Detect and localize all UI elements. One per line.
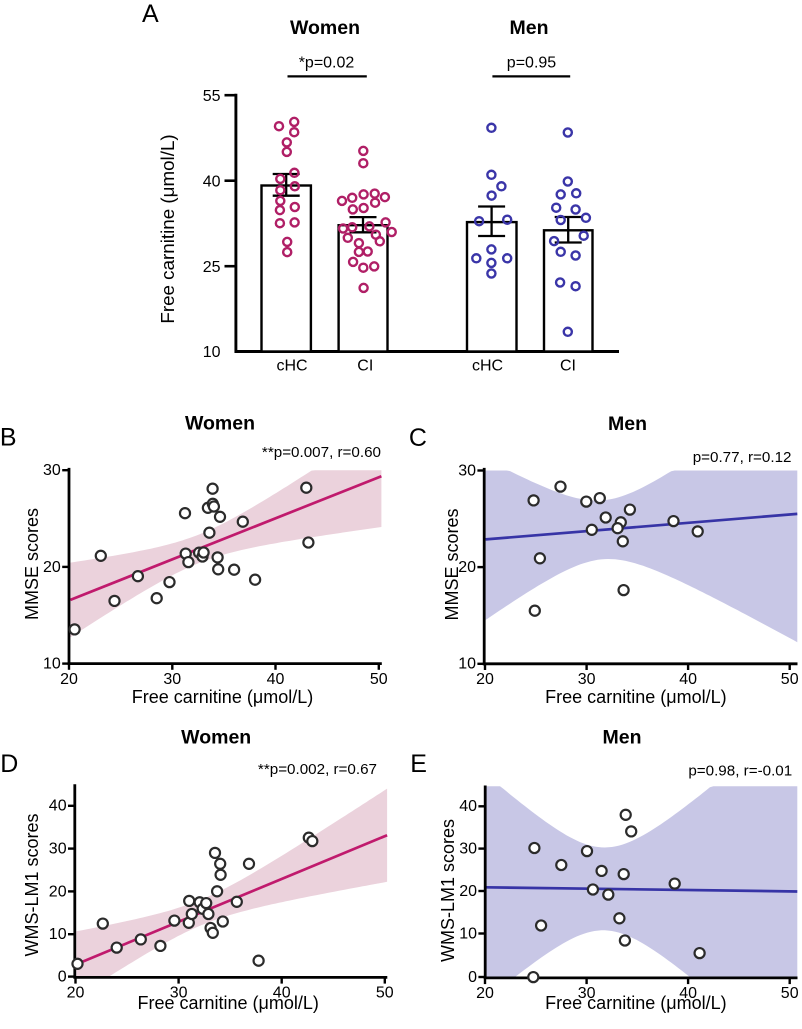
svg-text:Women: Women: [185, 412, 255, 434]
svg-text:20: 20: [458, 559, 476, 576]
svg-text:50: 50: [781, 671, 799, 688]
svg-text:40: 40: [679, 985, 697, 1002]
svg-text:cHC: cHC: [472, 358, 503, 375]
svg-text:40: 40: [49, 798, 67, 815]
svg-text:B: B: [0, 424, 16, 452]
svg-text:0: 0: [468, 969, 477, 986]
svg-text:40: 40: [459, 798, 477, 815]
svg-text:MMSE scores: MMSE scores: [442, 508, 462, 620]
svg-text:**p=0.002, r=0.67: **p=0.002, r=0.67: [258, 761, 377, 778]
svg-text:*p=0.02: *p=0.02: [299, 55, 355, 72]
svg-text:Women: Women: [181, 727, 251, 749]
svg-text:10: 10: [459, 925, 477, 942]
svg-text:25: 25: [203, 259, 221, 276]
svg-text:30: 30: [578, 985, 596, 1002]
svg-text:Men: Men: [510, 17, 549, 39]
svg-text:C: C: [409, 424, 427, 452]
svg-text:MMSE scores: MMSE scores: [22, 508, 42, 620]
svg-text:Free carnitine (μmol/L): Free carnitine (μmol/L): [545, 993, 726, 1013]
svg-text:0: 0: [58, 969, 67, 986]
svg-text:CI: CI: [560, 358, 576, 375]
svg-text:p=0.98, r=-0.01: p=0.98, r=-0.01: [688, 763, 792, 780]
svg-text:Free carnitine (μmol/L): Free carnitine (μmol/L): [545, 687, 726, 707]
svg-text:WMS-LM1 scores: WMS-LM1 scores: [438, 819, 458, 962]
svg-text:30: 30: [170, 985, 188, 1002]
svg-text:A: A: [142, 0, 159, 28]
svg-text:p=0.95: p=0.95: [507, 55, 556, 72]
svg-text:20: 20: [60, 671, 78, 688]
svg-text:40: 40: [203, 173, 221, 190]
svg-text:20: 20: [67, 985, 85, 1002]
svg-text:30: 30: [43, 462, 61, 479]
svg-text:10: 10: [203, 344, 221, 361]
svg-text:50: 50: [370, 671, 388, 688]
svg-text:50: 50: [781, 985, 799, 1002]
svg-text:Women: Women: [290, 17, 360, 39]
svg-text:10: 10: [49, 926, 67, 943]
svg-text:E: E: [410, 750, 427, 778]
svg-text:30: 30: [163, 671, 181, 688]
svg-text:Men: Men: [603, 727, 642, 749]
svg-text:40: 40: [267, 671, 285, 688]
svg-text:20: 20: [476, 671, 494, 688]
svg-text:cHC: cHC: [276, 358, 307, 375]
svg-text:p=0.77, r=0.12: p=0.77, r=0.12: [693, 449, 792, 466]
svg-text:40: 40: [679, 671, 697, 688]
svg-text:20: 20: [476, 985, 494, 1002]
svg-text:55: 55: [203, 88, 221, 105]
svg-text:D: D: [0, 750, 18, 778]
svg-text:Free carnitine (μmol/L): Free carnitine (μmol/L): [157, 134, 178, 323]
svg-text:10: 10: [458, 656, 476, 673]
svg-text:WMS-LM1 scores: WMS-LM1 scores: [22, 813, 42, 956]
svg-text:40: 40: [273, 985, 291, 1002]
svg-text:20: 20: [43, 559, 61, 576]
svg-text:50: 50: [376, 985, 394, 1002]
svg-text:10: 10: [43, 656, 61, 673]
svg-text:20: 20: [459, 883, 477, 900]
svg-text:**p=0.007, r=0.60: **p=0.007, r=0.60: [262, 444, 381, 461]
svg-text:Free carnitine (μmol/L): Free carnitine (μmol/L): [132, 687, 313, 707]
svg-text:Men: Men: [608, 413, 647, 435]
svg-text:30: 30: [458, 462, 476, 479]
svg-text:Free carnitine (μmol/L): Free carnitine (μmol/L): [137, 993, 318, 1013]
svg-text:20: 20: [49, 883, 67, 900]
svg-text:CI: CI: [357, 358, 373, 375]
svg-text:30: 30: [578, 671, 596, 688]
svg-text:30: 30: [49, 841, 67, 858]
svg-text:30: 30: [459, 841, 477, 858]
